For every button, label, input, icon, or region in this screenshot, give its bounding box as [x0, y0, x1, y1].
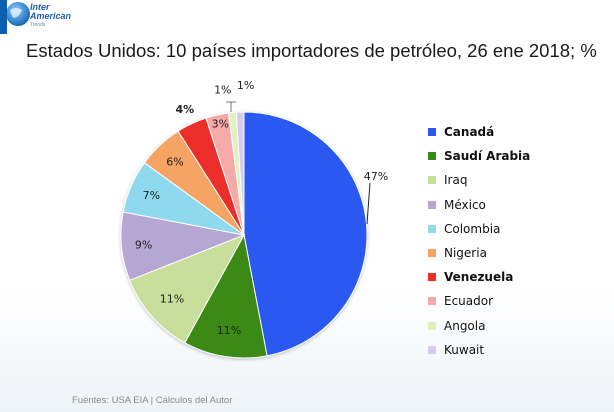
legend-swatch — [428, 345, 436, 354]
legend-swatch — [428, 321, 436, 330]
leader-line-small — [226, 101, 236, 112]
legend-label: Nigeria — [444, 246, 487, 261]
legend-label: Colombia — [444, 221, 501, 236]
data-label-7: 3% — [212, 117, 229, 130]
legend-swatch — [428, 297, 436, 306]
legend-item-1: Saudí Arabia — [428, 144, 530, 168]
legend-swatch — [428, 273, 436, 282]
legend-item-5: Nigeria — [428, 241, 530, 265]
data-label-3: 9% — [135, 239, 152, 252]
data-label-8: 1% — [214, 83, 231, 96]
logo: Inter American Trends — [0, 0, 120, 40]
legend-item-4: Colombia — [428, 217, 530, 241]
legend-swatch — [428, 200, 436, 209]
data-label-4: 7% — [143, 189, 160, 202]
data-label-1: 11% — [217, 324, 241, 337]
logo-line3: Trends — [30, 22, 46, 28]
legend-item-9: Kuwait — [428, 338, 530, 362]
pie-slice-9 — [235, 111, 245, 236]
chart-title: Estados Unidos: 10 países importadores d… — [26, 40, 597, 61]
legend-label: Angola — [444, 318, 486, 333]
legend-item-8: Angola — [428, 314, 530, 338]
pie-slice-1 — [184, 233, 268, 359]
pie-slice-2 — [128, 234, 246, 344]
legend-item-6: Venezuela — [428, 265, 530, 289]
data-label-0: 47% — [364, 170, 388, 183]
legend-swatch — [428, 128, 436, 137]
legend-label: Ecuador — [444, 294, 494, 309]
data-label-6: 4% — [175, 103, 194, 116]
globe-icon — [0, 0, 30, 34]
legend-label: Iraq — [444, 173, 468, 188]
legend-label: Saudí Arabia — [444, 149, 531, 164]
logo-line2: American — [30, 11, 72, 21]
legend-label: Kuwait — [444, 342, 485, 357]
legend-item-7: Ecuador — [428, 289, 530, 313]
legend-label: Canadá — [444, 125, 495, 140]
legend: Canadá Saudí Arabia Iraq México Colombia Nige… — [428, 120, 530, 362]
legend-item-3: México — [428, 193, 530, 217]
logo-line1: Inter — [30, 2, 50, 12]
data-label-5: 6% — [166, 156, 183, 169]
legend-swatch — [428, 176, 436, 185]
data-label-2: 11% — [160, 292, 184, 305]
legend-item-0: Canadá — [428, 120, 530, 144]
pie-slice-0 — [243, 111, 368, 357]
legend-item-2: Iraq — [428, 168, 530, 192]
legend-swatch — [428, 249, 436, 258]
legend-label: Venezuela — [444, 270, 514, 285]
data-label-9: 1% — [237, 79, 254, 92]
legend-swatch — [428, 224, 436, 233]
legend-label: México — [444, 197, 486, 212]
source-footer: Fuentes: USA EIA | Cálculos del Autor — [72, 395, 233, 406]
legend-swatch — [428, 152, 436, 161]
leader-line-0 — [366, 182, 371, 225]
